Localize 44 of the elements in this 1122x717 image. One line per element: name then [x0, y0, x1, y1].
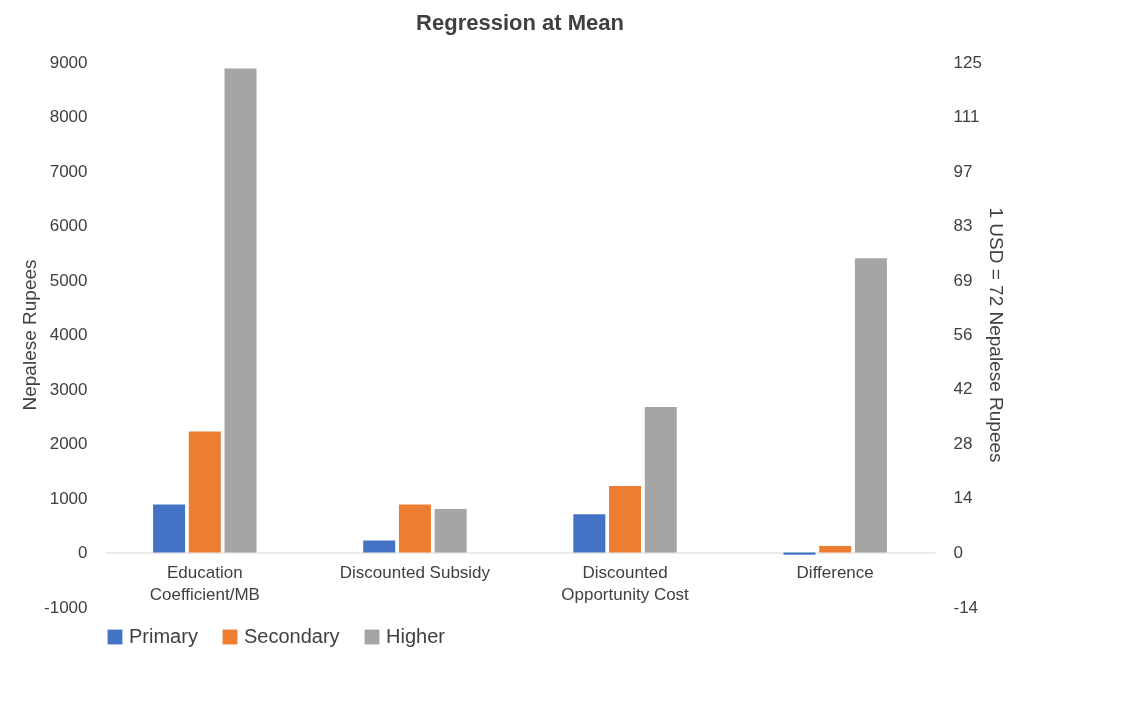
bar: [854, 258, 887, 553]
x-tick-label: Discounted Opportunity Cost: [561, 563, 690, 604]
bar: [153, 504, 186, 553]
y-tick-label: 7000: [49, 161, 88, 181]
bar: [819, 545, 852, 553]
y-tick-label: 6000: [49, 216, 88, 235]
y2-tick-label: 83: [953, 216, 973, 236]
bar: [363, 540, 396, 553]
y-axis-title: Nepalese Rupees: [19, 259, 41, 411]
bar: [188, 431, 221, 553]
y-tick-label: 9000: [49, 52, 88, 72]
y2-tick-label: -14: [953, 597, 979, 617]
y2-tick-label: 125: [953, 52, 982, 72]
bar: [644, 406, 677, 553]
y-tick-label: 8000: [49, 107, 88, 126]
legend-label: Higher: [386, 625, 446, 647]
bar: [398, 504, 431, 553]
y2-tick-label: 28: [953, 433, 973, 453]
legend-label: Primary: [129, 625, 198, 647]
y2-tick-label: 56: [953, 324, 973, 344]
y2-tick-label: 97: [953, 161, 973, 181]
bar: [224, 68, 257, 553]
y2-tick-label: 42: [953, 379, 973, 399]
y-tick-label: 0: [78, 543, 88, 562]
bar: [783, 552, 816, 555]
x-tick-label: Discounted Subsidy: [339, 563, 491, 582]
y2-tick-label: 0: [953, 542, 963, 562]
y-tick-label: 3000: [49, 379, 88, 399]
y-tick-label: 1000: [49, 488, 88, 508]
x-tick-label: Difference: [796, 563, 874, 582]
y-tick-label: 5000: [49, 270, 88, 290]
y-tick-label: 2000: [49, 434, 88, 453]
bar: [573, 514, 606, 553]
bar: [434, 508, 467, 553]
y2-tick-label: 69: [953, 270, 973, 290]
y2-tick-label: 14: [953, 488, 973, 508]
bar: [609, 486, 642, 553]
y-tick-label: 4000: [49, 325, 88, 344]
chart-title: Regression at Mean: [416, 10, 624, 35]
y-tick-label: -1000: [44, 597, 88, 617]
legend-label: Secondary: [244, 625, 340, 647]
x-tick-label: Education Coefficient/MB: [149, 563, 260, 604]
y2-tick-label: 111: [953, 107, 980, 127]
y2-axis-title: 1 USD = 72 Nepalese Rupees: [985, 207, 1007, 463]
